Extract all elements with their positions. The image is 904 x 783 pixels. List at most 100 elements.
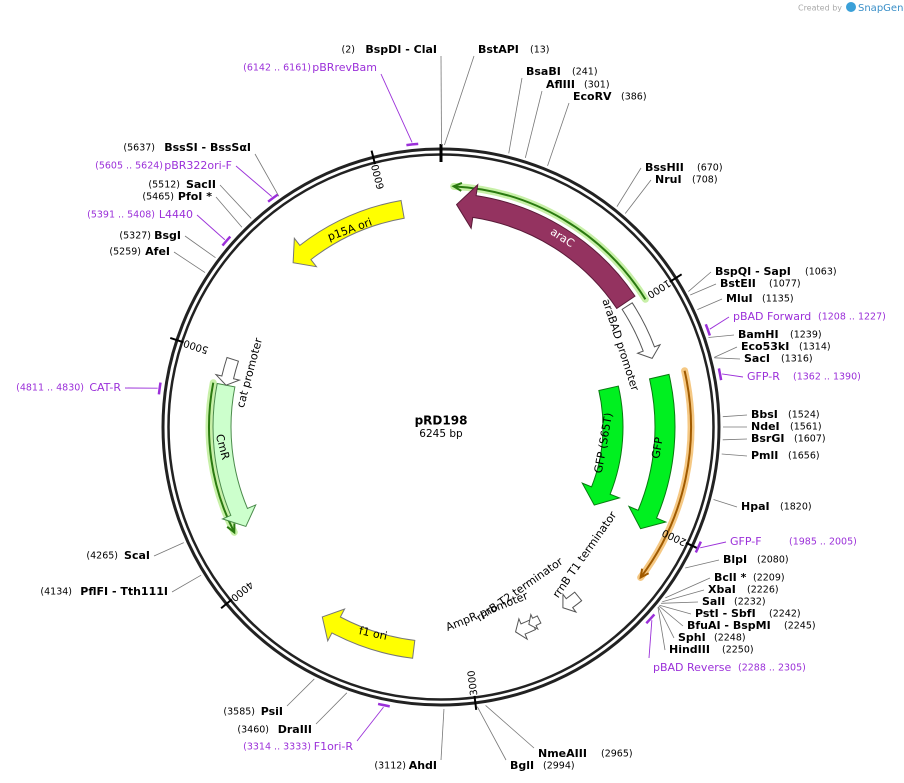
site-position: (5465)	[142, 192, 174, 203]
site-position: (2965)	[601, 749, 633, 760]
site-name: BfuAI - BspMI	[687, 619, 771, 632]
site-position: (5512)	[148, 180, 180, 191]
site-position: (3112)	[374, 761, 406, 772]
tick-mark	[669, 273, 683, 283]
tick-label: 5000	[182, 337, 210, 355]
site-name: SacII	[186, 178, 216, 191]
site-connector	[153, 542, 184, 557]
feature-label: cat promoter	[234, 336, 265, 409]
site-connector	[547, 102, 570, 167]
plasmid-name: pRD198	[415, 414, 468, 428]
site-connector	[697, 298, 723, 310]
site-position: (13)	[530, 45, 550, 56]
tick-mark	[220, 598, 233, 610]
site-name: BglI	[510, 759, 534, 772]
site-position: (1135)	[762, 294, 794, 305]
primer-mark	[694, 541, 702, 553]
site-position: (386)	[621, 92, 647, 103]
site-connector	[714, 346, 738, 358]
primer-name: F1ori-R	[314, 740, 354, 753]
site-position: (2242)	[769, 609, 801, 620]
brand: SnapGene	[858, 3, 904, 14]
site-name: BsgI	[154, 229, 181, 242]
primer-range: (6142 .. 6161)	[243, 63, 311, 74]
primer-connector	[700, 541, 727, 549]
primer-mark	[267, 193, 279, 203]
primer-name: L4440	[159, 208, 193, 221]
site-connector	[485, 705, 535, 749]
site-name: NmeAIII	[538, 747, 587, 760]
gfp-line-head	[639, 568, 650, 580]
site-connector	[624, 179, 652, 214]
primer-range: (1362 .. 1390)	[793, 372, 861, 383]
site-connector	[722, 414, 748, 418]
site-connector	[722, 438, 748, 441]
primer-name: GFP-F	[730, 535, 762, 548]
created-by: Created by	[798, 4, 842, 13]
site-connector	[662, 589, 705, 603]
site-name: BstAPI	[478, 43, 519, 56]
feature-ampr-promoter	[528, 613, 542, 631]
site-name: SalI	[702, 595, 725, 608]
site-connector	[508, 77, 523, 154]
primer-range: (1208 .. 1227)	[818, 312, 886, 323]
primer-mark	[704, 323, 712, 336]
site-name: AfeI	[145, 245, 170, 258]
site-position: (1077)	[769, 279, 801, 290]
tick-mark	[169, 337, 184, 344]
primer-range: (4811 .. 4830)	[16, 383, 84, 394]
site-connector	[713, 499, 738, 508]
primer-connector	[356, 706, 384, 742]
primer-name: pBAD Reverse	[653, 661, 731, 674]
site-connector	[688, 271, 712, 292]
site-name: HindIII	[669, 643, 710, 656]
site-connector	[657, 606, 675, 639]
site-connector	[444, 55, 475, 146]
primer-range: (3314 .. 3333)	[243, 742, 311, 753]
site-name: AflIII	[546, 78, 575, 91]
site-name: MluI	[726, 292, 753, 305]
arac-line-head	[451, 181, 463, 192]
primer-name: CAT-R	[89, 381, 121, 394]
site-position: (1316)	[781, 354, 813, 365]
primer-range: (5605 .. 5624)	[95, 161, 163, 172]
site-connector	[708, 334, 735, 338]
primer-connector	[721, 373, 744, 378]
site-position: (1314)	[799, 342, 831, 353]
site-name: NdeI	[751, 420, 780, 433]
site-position: (2994)	[543, 761, 575, 772]
site-position: (1607)	[794, 434, 826, 445]
site-position: (1656)	[788, 451, 820, 462]
plasmid-size: 6245 bp	[419, 428, 463, 440]
site-name: HpaI	[741, 500, 770, 513]
site-connector	[215, 196, 243, 228]
primer-connector	[648, 620, 653, 659]
site-name: PstI - SbfI	[695, 607, 756, 620]
feature-f1-ori	[321, 608, 416, 659]
site-connector	[219, 184, 252, 219]
site-position: (241)	[572, 67, 598, 78]
feature-cmr	[212, 382, 257, 528]
tick-mark	[370, 150, 376, 165]
site-connector	[665, 577, 711, 599]
site-connector	[524, 90, 543, 159]
primer-name: pBRrevBam	[312, 61, 377, 74]
site-connector	[315, 692, 348, 725]
site-position: (1063)	[805, 267, 837, 278]
tick-mark	[685, 541, 700, 550]
arac-line	[453, 185, 647, 300]
primer-mark	[645, 613, 656, 625]
site-position: (2209)	[753, 573, 785, 584]
tick-label: 6000	[370, 163, 387, 190]
site-name: SphI	[678, 631, 706, 644]
site-connector	[184, 235, 216, 259]
site-position: (4265)	[86, 551, 118, 562]
feature-arac	[455, 183, 636, 310]
primer-mark	[377, 702, 390, 708]
site-connector	[476, 706, 507, 761]
site-name: SacI	[744, 352, 770, 365]
site-position: (2250)	[722, 645, 754, 656]
brand-logo	[846, 2, 856, 12]
site-connector	[173, 251, 206, 273]
primer-name: GFP-R	[747, 370, 780, 383]
